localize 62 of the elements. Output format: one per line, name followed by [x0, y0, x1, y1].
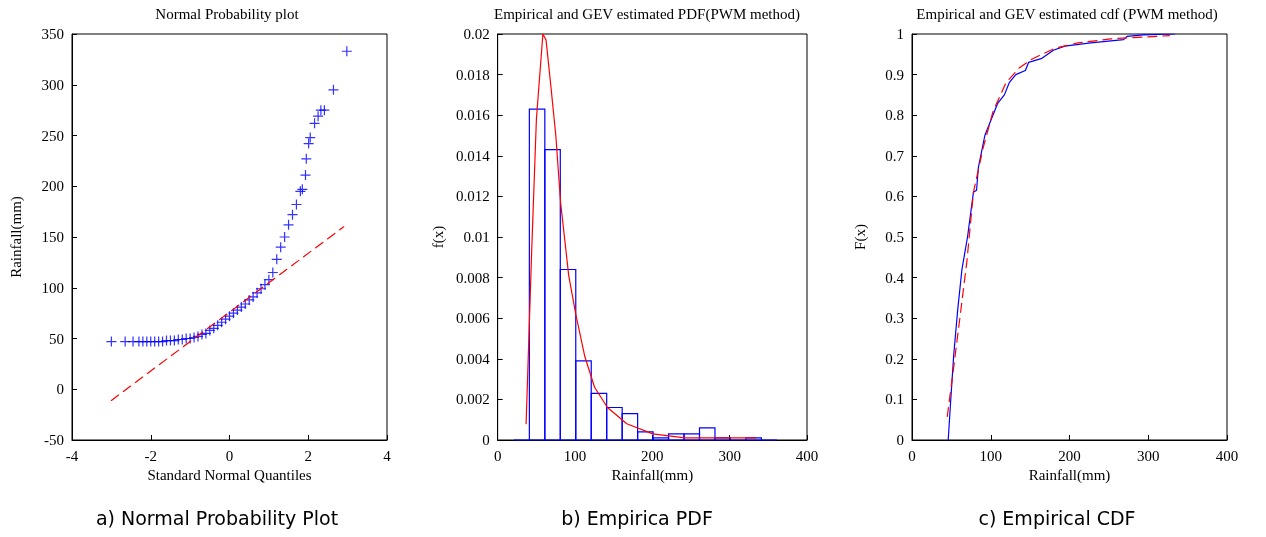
x-tick-label: 400 [1215, 447, 1239, 464]
y-tick-label: -50 [44, 432, 64, 448]
x-tick-label: 300 [718, 447, 741, 464]
y-tick-label: 300 [41, 76, 64, 93]
y-tick-label: 0.2 [885, 350, 904, 367]
y-tick-label: 0.006 [455, 310, 491, 327]
x-tick-label: 200 [641, 447, 664, 464]
y-tick-label: 0.1 [885, 391, 904, 408]
y-tick-label: 0.02 [463, 26, 490, 42]
x-tick-label: 4 [383, 447, 392, 464]
x-axis-title: Standard Normal Quantiles [147, 467, 312, 484]
y-tick-label: 0.008 [455, 269, 490, 286]
y-tick-label: 0.4 [885, 269, 905, 286]
y-tick-label: 0.9 [885, 66, 904, 83]
x-tick-label: 100 [563, 447, 587, 464]
text: c) Empirical CDF [978, 506, 1136, 529]
x-tick-label: 400 [795, 447, 819, 464]
y-axis-title: F(x) [851, 224, 869, 250]
y-tick-label: 0.002 [455, 391, 490, 408]
y-tick-label: 0.7 [885, 147, 905, 164]
x-tick-label: 300 [1137, 447, 1160, 464]
text: a) Normal Probability Plot [95, 506, 339, 529]
y-tick-label: 0.014 [455, 147, 491, 164]
y-tick-label: 350 [41, 26, 64, 42]
y-tick-label: 150 [41, 229, 64, 245]
y-tick-label: 0.018 [455, 66, 490, 83]
y-axis-title: f(x) [429, 225, 447, 249]
point [259, 279, 270, 290]
y-tick-label: 0.012 [455, 188, 490, 205]
y-tick-label: 0.004 [455, 350, 491, 367]
x-tick-label: 100 [979, 447, 1002, 464]
y-tick-label: 0 [56, 381, 64, 398]
x-tick-label: 0 [493, 447, 502, 464]
text: b) Empirica PDF [561, 506, 713, 529]
chart-title: Empirical and GEV estimated cdf (PWM method) [916, 5, 1218, 23]
y-tick-label: 0.5 [885, 229, 904, 245]
y-tick-label: 0.3 [885, 310, 904, 327]
x-tick-label: 0 [225, 447, 234, 464]
x-tick-label: 2 [304, 447, 312, 464]
y-axis-title: Rainfall(mm) [7, 196, 25, 278]
chart-title: Empirical and GEV estimated PDF(PWM method) [494, 5, 800, 23]
y-tick-label: 0.016 [455, 107, 491, 124]
y-tick-label: 0.6 [885, 188, 905, 205]
x-tick-label: -2 [144, 447, 157, 464]
x-tick-label: 0 [908, 447, 916, 464]
point [279, 232, 290, 242]
y-tick-label: 0 [896, 432, 904, 448]
point [313, 111, 324, 122]
y-tick-label: 0.8 [885, 107, 904, 124]
y-tick-label: 0 [482, 432, 490, 448]
y-tick-label: 100 [41, 279, 64, 296]
x-tick-label: 200 [1058, 447, 1081, 464]
point [300, 170, 311, 181]
y-tick-label: 50 [49, 330, 64, 347]
y-tick-label: 250 [41, 127, 64, 144]
chart-title: Normal Probability plot [155, 5, 300, 22]
x-tick-label: -4 [65, 447, 79, 464]
y-tick-label: 0.01 [463, 229, 490, 245]
x-axis-title: Rainfall(mm) [1028, 467, 1111, 485]
y-tick-label: 200 [41, 178, 64, 195]
x-axis-title: Rainfall(mm) [611, 467, 694, 485]
y-tick-label: 1 [896, 26, 904, 42]
